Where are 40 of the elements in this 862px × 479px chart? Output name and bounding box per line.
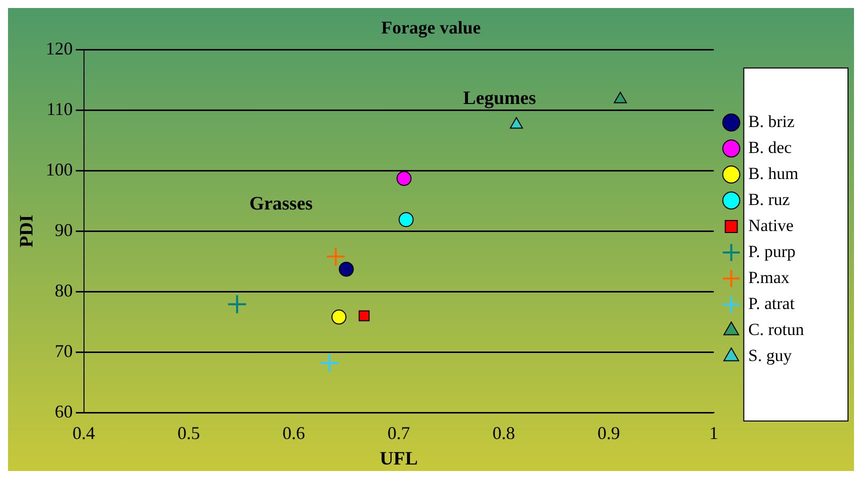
point	[398, 212, 414, 228]
x-tick-label: 0.4	[72, 423, 96, 444]
annotation: Legumes	[463, 88, 536, 110]
legend-label: B. hum	[748, 164, 798, 183]
legend-label: P. purp	[748, 242, 796, 261]
x-tick-label: 0.5	[178, 423, 200, 444]
chart-title: Forage value	[381, 17, 481, 38]
legend-label: S. guy	[748, 346, 792, 365]
gradient-background: UFL PDI B. briz B. dec B. hum B. ruz Native P. purp P.max P. atrat C. rotun S. guy Forage value 0.4 0.5 0.6 0.7 0.8 0.9 1 60 70 80 90 100 110 120 Legumes Grasses	[8, 8, 854, 471]
point	[358, 310, 370, 322]
point	[396, 170, 412, 186]
y-tick-label: 100	[46, 159, 73, 180]
x-axis-title: UFL	[380, 448, 418, 470]
legend-label: B. ruz	[748, 190, 790, 209]
x-tick-label: 0.6	[282, 423, 306, 444]
point	[331, 310, 346, 325]
x-tick-label: 0.9	[598, 423, 620, 444]
y-tick-label: 80	[54, 280, 73, 300]
x-tick-label: 0.7	[388, 423, 410, 444]
x-tick-label: 0.8	[492, 423, 516, 444]
point	[510, 117, 523, 129]
point	[326, 246, 346, 267]
y-tick-label: 60	[54, 401, 73, 422]
y-tick-label: 110	[46, 98, 73, 119]
point	[338, 262, 354, 277]
y-axis-title: PDI	[16, 214, 38, 248]
legend-label: B. briz	[748, 112, 795, 131]
legend-label: B. dec	[748, 138, 792, 157]
point	[614, 92, 627, 104]
legend-label: P. atrat	[748, 294, 795, 313]
legend-label: C. rotun	[748, 320, 804, 339]
legend-label: P.max	[748, 268, 790, 287]
annotation: Grasses	[249, 194, 313, 215]
point	[227, 294, 248, 314]
y-tick-label: 90	[54, 220, 73, 240]
legend-label: Native	[748, 216, 794, 235]
y-tick-label: 70	[54, 340, 73, 361]
point	[319, 352, 340, 373]
x-tick-label: 1	[709, 423, 718, 444]
y-tick-label: 120	[46, 38, 73, 58]
